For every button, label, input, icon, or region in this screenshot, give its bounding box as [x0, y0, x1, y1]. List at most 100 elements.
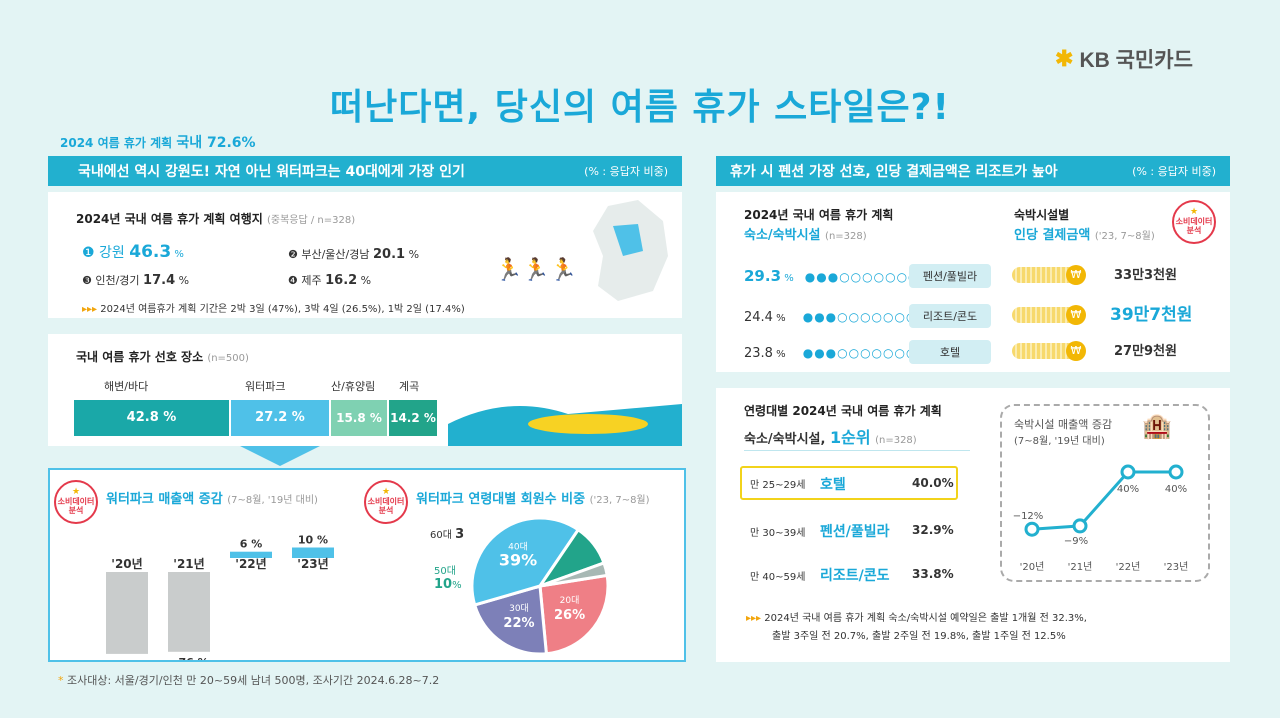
- place-waterpark: 워터파크 27.2 %: [231, 378, 329, 436]
- age-val-1: 40.0%: [912, 476, 954, 490]
- line-value-label: −9%: [1064, 536, 1088, 547]
- acc-title2: 숙소/숙박시설 (n=328): [744, 228, 867, 243]
- acc-title1: 2024년 국내 여름 휴가 계획: [744, 208, 894, 222]
- accommodation-panel: 2024년 국내 여름 휴가 계획 숙소/숙박시설 (n=328) 숙박시설별 …: [716, 192, 1230, 372]
- age-type-2: 펜션/풀빌라: [820, 524, 890, 540]
- age-2: 만 30~39세: [750, 528, 806, 539]
- pie-value-label: 39%: [499, 551, 537, 570]
- acc-amount-2: 39만7천원: [1110, 305, 1193, 325]
- star-logo-icon: ✱: [1055, 46, 1074, 71]
- age-type-3: 리조트/콘도: [820, 568, 890, 584]
- place-title: 국내 여름 휴가 선호 장소 (n=500): [76, 350, 249, 364]
- dot-scale: ●●●○○○○○○○: [802, 346, 918, 360]
- line-value-label: 40%: [1165, 484, 1187, 495]
- data-badge: ★ 소비데이터 분석: [54, 480, 98, 524]
- age-type-1: 호텔: [820, 477, 846, 493]
- pie-slice: [539, 561, 609, 588]
- data-badge-3: ★ 소비데이터 분석: [1172, 200, 1216, 244]
- bar: [292, 547, 334, 558]
- dest-title: 2024년 국내 여름 휴가 계획 여행지 (중복응답 / n=328): [76, 212, 356, 226]
- dest-period: ▸▸▸ 2024년 여름휴가 계획 기간은 2박 3일 (47%), 3박 4일…: [82, 304, 465, 315]
- age-title1: 연령대별 2024년 국내 여름 휴가 계획: [744, 404, 942, 418]
- line-point: [1168, 464, 1184, 480]
- age-panel: 연령대별 2024년 국내 여름 휴가 계획 숙소/숙박시설, 1순위 (n=3…: [716, 388, 1230, 662]
- divider: [744, 450, 970, 451]
- bar-value-label: −76 %: [169, 656, 208, 660]
- acc-row-1: 29.3 % ●●●○○○○○○○ 펜션/풀빌라 33만3천원: [744, 264, 1224, 288]
- age-title2: 숙소/숙박시설, 1순위 (n=328): [744, 428, 917, 447]
- dot-scale: ●●●○○○○○○○: [802, 310, 918, 324]
- dest-item-2: ❷ 부산/울산/경남 20.1 %: [288, 247, 420, 262]
- acc-row-2: 24.4 % ●●●○○○○○○○ 리조트/콘도 39만7천원: [744, 304, 1224, 328]
- coin-bar-icon: [1012, 264, 1086, 285]
- acc-type-3: 호텔: [909, 340, 991, 364]
- coin-bar-icon: [1012, 304, 1086, 325]
- line-year-label: '22년: [1116, 561, 1141, 573]
- line-year-label: '21년: [1068, 561, 1093, 573]
- highlight-box: [740, 466, 958, 500]
- bar: [230, 551, 272, 558]
- acc-amount-1: 33만3천원: [1114, 268, 1178, 283]
- place-mountain: 산/휴양림 15.8 %: [331, 378, 387, 436]
- waterpark-panel: ★ 소비데이터 분석 워터파크 매출액 증감 (7~8월, '19년 대비) '2…: [48, 468, 686, 662]
- wp-age-title: 워터파크 연령대별 회원수 비중 ('23, 7~8월): [416, 492, 650, 507]
- bar-year-label: '22년: [235, 557, 266, 571]
- destination-panel: 2024년 국내 여름 휴가 계획 여행지 (중복응답 / n=328) ❶ 강…: [48, 192, 682, 318]
- pie-slice: [470, 516, 581, 607]
- line-year-label: '23년: [1164, 561, 1189, 573]
- bar-value-label: −78 %: [107, 658, 146, 660]
- line-point: [1072, 518, 1088, 534]
- pie-age-label: 20대: [560, 595, 580, 606]
- age-val-3: 33.8%: [912, 567, 954, 581]
- people-illustration: 🏃🏃🏃: [495, 258, 578, 283]
- line-note: (7~8월, '19년 대비): [1014, 436, 1105, 447]
- pie-age-label: 30대: [509, 603, 529, 614]
- acc-title3: 숙박시설별: [1014, 208, 1070, 222]
- acc-type-1: 펜션/풀빌라: [909, 264, 991, 288]
- wp-sales-chart: '20년 −78 % '21년 −76 % '22년 6 % '23년 10 %: [106, 534, 334, 660]
- bar-year-label: '23년: [297, 557, 328, 571]
- acc-row-3: 23.8 % ●●●○○○○○○○ 호텔 27만9천원: [744, 340, 1224, 364]
- korea-map-icon: [593, 200, 668, 301]
- bar-year-label: '21년: [173, 557, 204, 571]
- place-panel: 국내 여름 휴가 선호 장소 (n=500) 해변/바다 42.8 % 워터파크 2…: [48, 334, 682, 446]
- dot-scale: ●●●○○○○○○○: [804, 270, 920, 284]
- age-val-2: 32.9%: [912, 523, 954, 537]
- line-year-label: '20년: [1020, 561, 1045, 573]
- hotel-building-icon: 🏨: [1142, 412, 1172, 440]
- line-chart-box: 숙박시설 매출액 증감 (7~8월, '19년 대비) 🏨 −12% '20년 −9…: [1000, 404, 1210, 582]
- right-header: 휴가 시 펜션 가장 선호, 인당 결제금액은 리조트가 높아 (% : 응답자 …: [716, 156, 1230, 186]
- place-bar: 해변/바다 42.8 % 워터파크 27.2 % 산/휴양림 15.8 % 계곡 14.…: [74, 378, 437, 436]
- line-title: 숙박시설 매출액 증감: [1014, 418, 1113, 431]
- booking-note: ▸▸▸ 2024년 국내 여름 휴가 계획 숙소/숙박시설 예약일은 출발 1개…: [746, 613, 1087, 642]
- bar: [106, 572, 148, 654]
- line-value-label: −12%: [1013, 511, 1044, 522]
- subtitle: 2024 여름 휴가 계획 국내 72.6%: [60, 135, 256, 151]
- line-point: [1024, 521, 1040, 537]
- dest-item-4: ❹ 제주 16.2 %: [288, 273, 372, 288]
- pie-label-60: 60대 3: [430, 527, 465, 542]
- pie-age-label: 40대: [508, 542, 528, 553]
- dest-item-3: ❸ 인천/경기 17.4 %: [82, 273, 190, 288]
- acc-amount-3: 27만9천원: [1114, 344, 1178, 359]
- acc-type-2: 리조트/콘도: [909, 304, 991, 328]
- pie-value-label: 22%: [503, 616, 534, 631]
- coin-bar-icon: [1012, 340, 1086, 361]
- pie-label-50: 50대 10%: [434, 566, 462, 592]
- age-3: 만 40~59세: [750, 572, 806, 583]
- line-value-label: 40%: [1117, 484, 1139, 495]
- wp-sales-title: 워터파크 매출액 증감 (7~8월, '19년 대비): [106, 492, 318, 507]
- place-valley: 계곡 14.2 %: [389, 378, 437, 436]
- kb-logo: ✱ KB 국민카드: [1055, 46, 1193, 72]
- bar-value-label: 10 %: [298, 534, 328, 547]
- data-badge-2: ★ 소비데이터 분석: [364, 480, 408, 524]
- line-point: [1120, 464, 1136, 480]
- line-series: [1031, 470, 1176, 531]
- age-1: 만 25~29세: [750, 480, 806, 491]
- page-title: 떠난다면, 당신의 여름 휴가 스타일은?!: [330, 87, 950, 128]
- place-beach: 해변/바다 42.8 %: [74, 378, 229, 436]
- dest-item-1: ❶ 강원 46.3 %: [82, 242, 184, 262]
- down-arrow-icon: [240, 446, 320, 466]
- pie-slice: [538, 573, 610, 656]
